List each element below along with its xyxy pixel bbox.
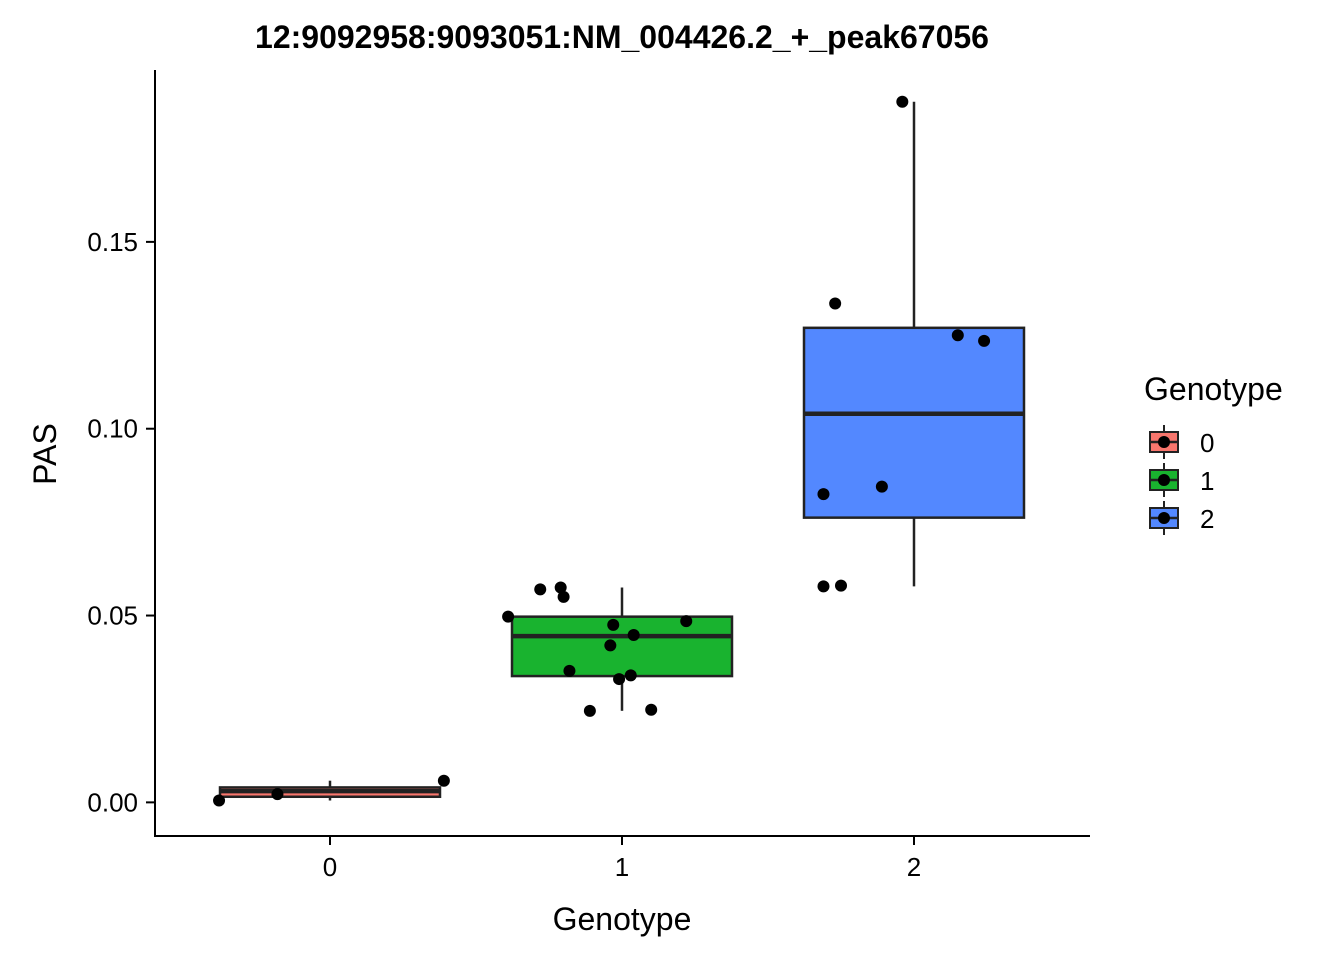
legend-item-2: 2 (1149, 501, 1214, 535)
x-tick-label: 2 (907, 852, 921, 882)
x-tick-label: 0 (323, 852, 337, 882)
legend-label: 2 (1200, 504, 1214, 534)
data-point (978, 334, 991, 347)
data-point (213, 794, 226, 807)
y-tick-label: 0.10 (87, 414, 138, 444)
data-point (554, 581, 567, 594)
data-point (271, 788, 284, 801)
box-2 (802, 326, 1026, 519)
data-point (534, 583, 547, 596)
legend-key-point (1158, 512, 1170, 524)
data-point (557, 590, 570, 603)
data-point (604, 639, 617, 652)
y-tick-label: 0.15 (87, 227, 138, 257)
data-point (502, 610, 515, 623)
legend: Genotype 0 1 2 (1144, 371, 1283, 535)
data-point (896, 95, 909, 108)
data-point (951, 329, 964, 342)
x-tick-label: 1 (615, 852, 629, 882)
legend-item-1: 1 (1149, 463, 1214, 497)
data-point (563, 664, 576, 677)
data-point (817, 488, 830, 501)
box-1 (510, 615, 734, 678)
legend-key-point (1158, 436, 1170, 448)
data-point (645, 703, 658, 716)
data-point (613, 673, 626, 686)
y-axis-title: PAS (27, 423, 63, 485)
data-point (875, 480, 888, 493)
legend-label: 1 (1200, 466, 1214, 496)
x-axis-ticks: 0 1 2 (323, 836, 921, 882)
data-point (680, 615, 693, 628)
data-point (437, 774, 450, 787)
data-point (607, 618, 620, 631)
data-point (627, 628, 640, 641)
plot-area (213, 95, 1026, 807)
legend-title: Genotype (1144, 371, 1283, 407)
data-point (624, 669, 637, 682)
legend-item-0: 0 (1149, 425, 1214, 459)
data-point (817, 580, 830, 593)
x-axis-title: Genotype (553, 901, 692, 937)
chart-title: 12:9092958:9093051:NM_004426.2_+_peak670… (255, 19, 989, 55)
y-axis-ticks: 0.00 0.05 0.10 0.15 (87, 227, 155, 817)
data-point (835, 579, 847, 592)
y-tick-label: 0.00 (87, 787, 138, 817)
legend-key-point (1158, 474, 1170, 486)
data-point (583, 704, 596, 717)
y-tick-label: 0.05 (87, 601, 138, 631)
legend-label: 0 (1200, 428, 1214, 458)
data-point (829, 297, 842, 310)
